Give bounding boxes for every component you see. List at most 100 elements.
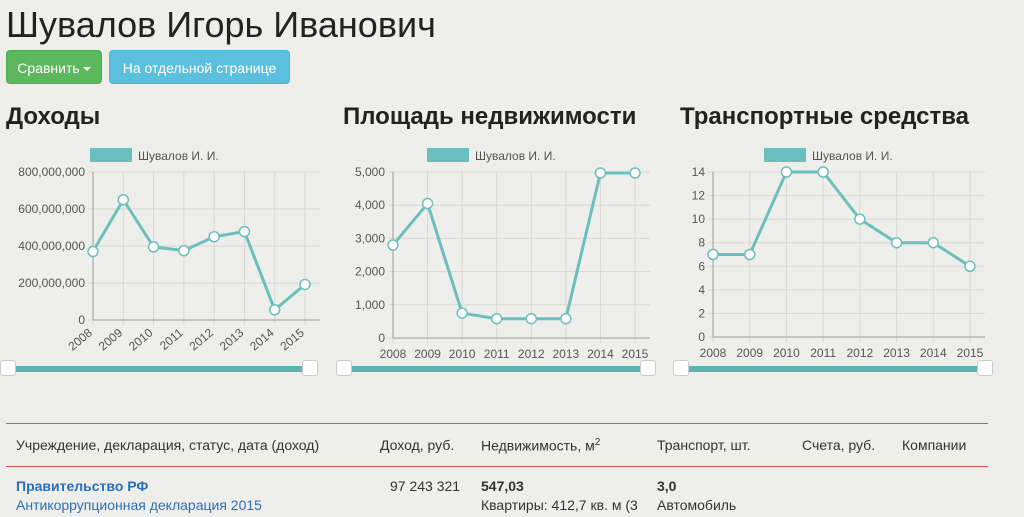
transport-legend-swatch xyxy=(764,148,806,162)
realty-ytick-label: 2,000 xyxy=(355,265,385,279)
transport-data-point xyxy=(707,248,719,261)
income-xtick-label: 2015 xyxy=(277,325,307,353)
transport-xtick-label: 2009 xyxy=(736,346,763,360)
realty-xtick-label: 2010 xyxy=(449,347,476,360)
col-header-companies: Компании xyxy=(902,437,967,453)
income-xtick-label: 2009 xyxy=(96,325,126,353)
col-header-realty-label: Недвижимость, м xyxy=(481,437,595,454)
realty-series-line xyxy=(391,171,635,321)
income-data-point xyxy=(147,241,160,253)
transport-ytick-label: 10 xyxy=(692,212,706,226)
income-data-point xyxy=(268,304,281,316)
transport-data-point xyxy=(743,248,756,261)
income-legend-swatch xyxy=(90,148,132,162)
realty-data-point xyxy=(456,307,468,319)
realty-legend-label: Шувалов И. И. xyxy=(475,149,556,163)
col-header-transport: Транспорт, шт. xyxy=(657,437,751,453)
realty-ytick-label: 1,000 xyxy=(355,298,385,312)
income-xtick-label: 2011 xyxy=(157,325,186,353)
income-xtick-label: 2014 xyxy=(247,325,277,353)
income-data-point xyxy=(87,245,99,258)
realty-data-point xyxy=(387,239,399,251)
income-legend-label: Шувалов И. И. xyxy=(138,149,219,163)
income-data-point xyxy=(117,194,130,206)
realty-data-point xyxy=(421,197,434,210)
realty-data-point xyxy=(560,312,572,325)
transport-xtick-label: 2008 xyxy=(700,346,727,360)
realty-xtick-label: 2009 xyxy=(414,347,441,360)
income-xtick-label: 2010 xyxy=(126,325,156,353)
transport-ytick-label: 6 xyxy=(698,259,705,273)
transport-ytick-label: 8 xyxy=(698,236,705,250)
transport-data-point xyxy=(890,236,903,249)
income-ytick-label: 600,000,000 xyxy=(18,202,85,216)
income-range-start-handle[interactable] xyxy=(0,360,16,376)
income-xtick-label: 2008 xyxy=(65,325,95,353)
transport-xtick-label: 2011 xyxy=(810,346,836,360)
realty-xtick-label: 2014 xyxy=(587,347,614,360)
transport-legend-label: Шувалов И. И. xyxy=(812,149,893,163)
income-series-line xyxy=(91,196,306,313)
row-transport: 3,0 xyxy=(657,478,677,494)
row-transport-detail: Автомобиль xyxy=(657,497,737,513)
realty-range-end-handle[interactable] xyxy=(640,360,656,376)
realty-data-point xyxy=(490,312,503,325)
realty-ytick-label: 5,000 xyxy=(355,165,385,179)
transport-data-point xyxy=(854,213,866,225)
transport-xtick-label: 2013 xyxy=(883,346,910,360)
transport-data-point xyxy=(817,166,829,178)
income-range-end-handle[interactable] xyxy=(302,360,318,376)
income-xtick-label: 2012 xyxy=(187,325,217,353)
separate-page-button[interactable]: На отдельной странице xyxy=(109,50,290,84)
row-org-link[interactable]: Правительство РФ xyxy=(16,478,149,494)
charts-canvas: Шувалов И. И. 0 200,000,000 400,000,000 600,… xyxy=(18,148,985,360)
income-data-point xyxy=(238,225,251,238)
income-range-track[interactable] xyxy=(6,366,312,372)
realty-data-point xyxy=(629,167,641,179)
row-realty-detail: Квартиры: 412,7 кв. м (3 xyxy=(481,497,638,513)
realty-data-point xyxy=(594,167,607,179)
compare-button-label: Сравнить xyxy=(17,60,80,76)
chart-title-income: Доходы xyxy=(6,103,101,130)
table-header-rule xyxy=(6,466,988,467)
transport-range-end-handle[interactable] xyxy=(977,360,993,376)
income-data-point xyxy=(299,278,311,291)
transport-ytick-label: 0 xyxy=(698,330,705,344)
realty-xtick-label: 2008 xyxy=(380,347,407,360)
realty-ytick-label: 0 xyxy=(378,331,385,345)
transport-range-track[interactable] xyxy=(680,366,986,372)
realty-range-track[interactable] xyxy=(343,366,649,372)
col-header-institution: Учреждение, декларация, статус, дата (до… xyxy=(16,437,320,453)
realty-ytick-label: 3,000 xyxy=(355,231,385,245)
realty-xtick-label: 2011 xyxy=(484,347,510,360)
caret-down-icon xyxy=(82,67,91,72)
chart-title-transport: Транспортные средства xyxy=(680,103,970,130)
realty-range-start-handle[interactable] xyxy=(336,360,352,376)
row-income: 97 243 321 xyxy=(390,478,461,494)
income-ytick-label: 400,000,000 xyxy=(18,239,85,253)
transport-range-start-handle[interactable] xyxy=(673,360,689,376)
chart-title-realty: Площадь недвижимости xyxy=(343,103,637,130)
transport-ytick-label: 14 xyxy=(692,165,706,179)
realty-legend-swatch xyxy=(427,148,469,162)
income-ytick-label: 200,000,000 xyxy=(18,276,85,290)
compare-button[interactable]: Сравнить xyxy=(6,50,102,84)
page-title: Шувалов Игорь Иванович xyxy=(6,4,436,45)
transport-data-point xyxy=(964,260,976,273)
row-declaration-link[interactable]: Антикоррупционная декларация 2015 xyxy=(16,497,262,513)
transport-series-line xyxy=(713,170,971,268)
col-header-realty-sup: 2 xyxy=(594,437,601,448)
realty-ytick-label: 4,000 xyxy=(355,198,385,212)
transport-ytick-label: 2 xyxy=(698,306,705,320)
transport-xtick-label: 2010 xyxy=(773,346,800,360)
col-header-income: Доход, руб. xyxy=(380,437,455,453)
income-data-point xyxy=(208,231,220,243)
income-xtick-label: 2013 xyxy=(217,325,247,353)
row-realty: 547,03 xyxy=(481,478,524,494)
realty-data-point xyxy=(525,312,538,325)
table-top-rule xyxy=(6,423,988,424)
income-ytick-label: 0 xyxy=(78,313,85,327)
col-header-realty: Недвижимость, м2 xyxy=(481,437,600,454)
transport-ytick-label: 4 xyxy=(698,283,705,297)
income-ytick-label: 800,000,000 xyxy=(18,165,85,179)
